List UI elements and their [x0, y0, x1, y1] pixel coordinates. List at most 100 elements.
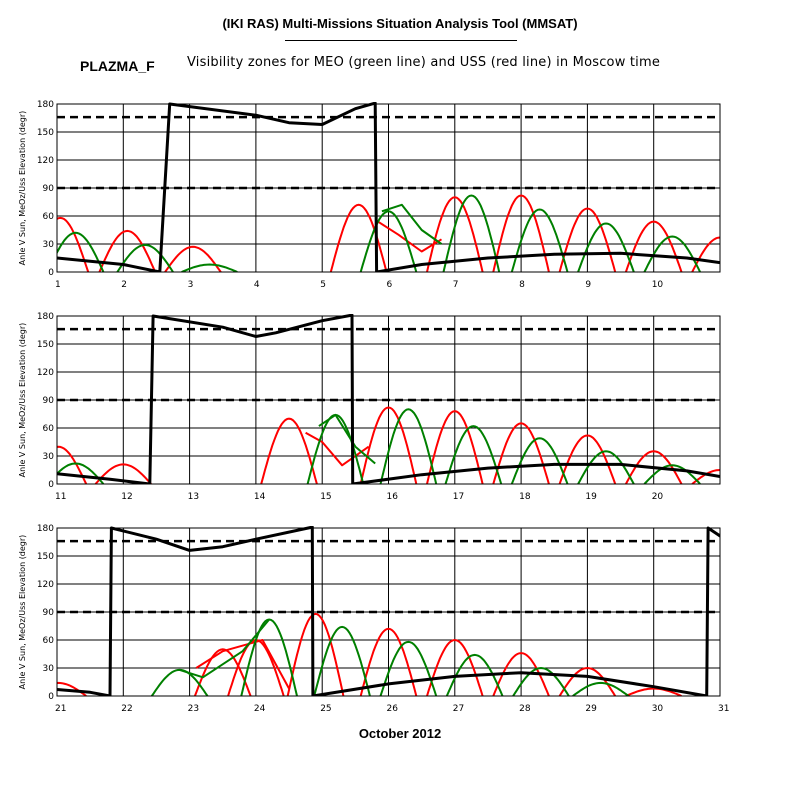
- x-tick-label: 7: [453, 280, 459, 290]
- y-tick-label: 150: [37, 128, 54, 138]
- green-series-hump: [313, 625, 371, 696]
- green-series-hump: [572, 681, 630, 696]
- red-series-hump: [98, 229, 157, 272]
- y-tick-label: 120: [37, 368, 54, 378]
- black-series-line: [57, 314, 720, 484]
- y-tick-label: 180: [37, 312, 54, 322]
- red-series-hump: [426, 196, 484, 272]
- x-axis-title: October 2012: [358, 726, 442, 741]
- red-series-hump: [164, 245, 222, 272]
- green-series-hump: [181, 263, 238, 272]
- x-tick-label: 19: [585, 492, 597, 502]
- y-tick-label: 30: [43, 664, 55, 674]
- x-tick-label: 28: [519, 704, 531, 714]
- y-tick-label: 90: [43, 184, 55, 194]
- red-series-hump: [625, 450, 683, 484]
- red-series-hump: [193, 648, 252, 696]
- y-tick-label: 180: [37, 100, 54, 110]
- red-series-hump: [57, 445, 88, 484]
- x-tick-label: 25: [320, 704, 331, 714]
- satellite-name: PLAZMA_F: [80, 58, 155, 74]
- red-series-hump: [94, 463, 152, 484]
- green-series-hump: [510, 208, 569, 272]
- green-series-hump: [643, 464, 701, 484]
- green-series-hump: [577, 222, 635, 272]
- y-axis-label: Anle V Sun, MeOz/Uss Elevation (degr): [18, 535, 27, 690]
- green-series-hump: [306, 413, 365, 484]
- green-series-hump: [510, 437, 569, 484]
- y-tick-label: 120: [37, 156, 54, 166]
- green-series-hump: [577, 450, 635, 484]
- x-tick-label: 17: [453, 492, 464, 502]
- red-series-segment: [376, 219, 443, 253]
- y-tick-label: 30: [43, 240, 55, 250]
- red-series-segment: [195, 639, 290, 689]
- x-tick-label: 23: [188, 704, 199, 714]
- x-tick-label: 26: [387, 704, 399, 714]
- red-series-hump: [558, 666, 617, 696]
- y-tick-label: 60: [43, 636, 55, 646]
- x-tick-label: 24: [254, 704, 266, 714]
- y-tick-label: 120: [37, 580, 54, 590]
- green-series-hump: [57, 462, 105, 484]
- x-tick-label: 14: [254, 492, 266, 502]
- x-tick-label: 2: [121, 280, 127, 290]
- x-tick-label: 11: [55, 492, 66, 502]
- black-series-line: [57, 526, 720, 696]
- x-tick-label: 3: [188, 280, 194, 290]
- green-series-hump: [359, 210, 418, 272]
- green-series-segment: [381, 203, 443, 245]
- x-tick-label: 30: [652, 704, 664, 714]
- y-tick-label: 60: [43, 424, 55, 434]
- y-tick-label: 0: [48, 692, 54, 702]
- red-series-hump: [624, 220, 683, 272]
- y-tick-label: 90: [43, 396, 55, 406]
- green-series-hump: [379, 408, 438, 484]
- green-series-hump: [739, 629, 795, 696]
- red-series-hump: [57, 216, 90, 272]
- red-series-hump: [492, 422, 550, 484]
- green-series-segment: [179, 618, 270, 679]
- red-series-hump: [625, 687, 682, 696]
- green-series-hump: [116, 243, 174, 272]
- green-series-hump: [240, 618, 298, 696]
- red-series-hump: [359, 627, 418, 696]
- plot-frame: [56, 315, 721, 485]
- red-series-hump: [558, 207, 617, 272]
- black-series-line: [57, 102, 720, 272]
- chart-title: (IKI RAS) Multi-Missions Situation Analy…: [222, 16, 578, 31]
- red-series-hump: [426, 410, 484, 484]
- green-series-hump: [444, 425, 503, 484]
- green-series-hump: [150, 668, 209, 696]
- y-tick-label: 0: [48, 480, 54, 490]
- y-tick-label: 0: [48, 268, 54, 278]
- x-tick-label: 8: [519, 280, 525, 290]
- red-series-hump: [558, 434, 617, 484]
- x-tick-label: 21: [55, 704, 66, 714]
- green-series-segment: [318, 413, 376, 465]
- x-tick-label: 9: [585, 280, 591, 290]
- plot-frame: [56, 527, 721, 697]
- red-series-hump: [286, 612, 345, 696]
- x-tick-label: 1: [55, 280, 61, 290]
- plot-frame: [56, 103, 721, 273]
- x-tick-label: 13: [188, 492, 199, 502]
- x-tick-label: 20: [652, 492, 664, 502]
- plot-panel-2: 0 30 60 90 120 150 180 11 12 13 14 15 16 17 18 19 20 Anle…: [18, 312, 721, 502]
- x-tick-label: 27: [453, 704, 464, 714]
- red-series-hump: [691, 468, 720, 484]
- red-series-hump: [492, 194, 550, 272]
- green-series-hump: [442, 194, 501, 272]
- y-axis-label: Anle V Sun, MeOz/Uss Elevation (degr): [18, 323, 27, 478]
- green-series-hump: [57, 231, 105, 272]
- x-tick-label: 31: [718, 704, 729, 714]
- y-tick-label: 180: [37, 524, 54, 534]
- red-series-hump: [260, 417, 318, 484]
- x-tick-label: 4: [254, 280, 260, 290]
- y-tick-label: 30: [43, 452, 55, 462]
- y-axis-label: Anle V Sun, MeOz/Uss Elevation (degr): [18, 111, 27, 266]
- red-series-hump: [57, 681, 87, 696]
- y-tick-label: 150: [37, 552, 54, 562]
- x-tick-label: 12: [121, 492, 132, 502]
